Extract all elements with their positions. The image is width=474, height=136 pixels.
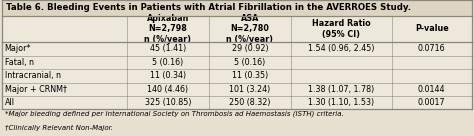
- Text: †Clinically Relevant Non-Major.: †Clinically Relevant Non-Major.: [5, 125, 113, 131]
- Text: 1.30 (1.10, 1.53): 1.30 (1.10, 1.53): [309, 98, 374, 107]
- Text: ASA
N=2,780
n (%/year): ASA N=2,780 n (%/year): [227, 14, 273, 44]
- Text: 5 (0.16): 5 (0.16): [152, 58, 183, 67]
- Text: 45 (1.41): 45 (1.41): [150, 44, 186, 53]
- Text: 250 (8.32): 250 (8.32): [229, 98, 271, 107]
- Text: 1.38 (1.07, 1.78): 1.38 (1.07, 1.78): [308, 85, 374, 94]
- Text: *Major bleeding defined per International Society on Thrombosis ad Haemostasis (: *Major bleeding defined per Internationa…: [5, 111, 344, 118]
- Text: Hazard Ratio
(95% CI): Hazard Ratio (95% CI): [312, 19, 371, 39]
- Text: All: All: [5, 98, 15, 107]
- Bar: [2, 96, 472, 109]
- Text: Table 6. Bleeding Events in Patients with Atrial Fibrillation in the AVERROES St: Table 6. Bleeding Events in Patients wit…: [6, 3, 411, 12]
- Text: 325 (10.85): 325 (10.85): [145, 98, 191, 107]
- Text: 0.0144: 0.0144: [418, 85, 446, 94]
- Bar: [2, 42, 472, 56]
- Text: Major*: Major*: [5, 44, 31, 53]
- Text: 11 (0.35): 11 (0.35): [232, 71, 268, 80]
- Text: 140 (4.46): 140 (4.46): [147, 85, 188, 94]
- Bar: [2, 0, 472, 16]
- Text: 11 (0.34): 11 (0.34): [150, 71, 186, 80]
- Text: P-value: P-value: [415, 24, 448, 33]
- Bar: [2, 83, 472, 96]
- Text: 101 (3.24): 101 (3.24): [229, 85, 271, 94]
- Bar: [2, 16, 472, 42]
- Bar: [2, 56, 472, 69]
- Text: Fatal, n: Fatal, n: [5, 58, 34, 67]
- Text: 0.0716: 0.0716: [418, 44, 446, 53]
- Text: Major + CRNM†: Major + CRNM†: [5, 85, 67, 94]
- Text: 1.54 (0.96, 2.45): 1.54 (0.96, 2.45): [308, 44, 374, 53]
- Text: 29 (0.92): 29 (0.92): [232, 44, 268, 53]
- Text: 5 (0.16): 5 (0.16): [234, 58, 265, 67]
- Text: 0.0017: 0.0017: [418, 98, 446, 107]
- Bar: [2, 69, 472, 83]
- Text: Intracranial, n: Intracranial, n: [5, 71, 61, 80]
- Text: Apixaban
N=2,798
n (%/year): Apixaban N=2,798 n (%/year): [144, 14, 191, 44]
